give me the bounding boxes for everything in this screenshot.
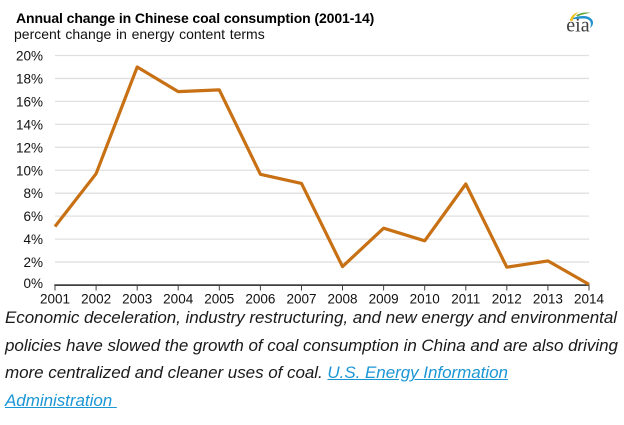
svg-text:4%: 4% xyxy=(23,232,43,247)
svg-text:10%: 10% xyxy=(16,163,43,178)
svg-text:12%: 12% xyxy=(16,140,43,155)
svg-text:2003: 2003 xyxy=(122,292,152,306)
svg-text:2011: 2011 xyxy=(451,292,480,306)
svg-text:2009: 2009 xyxy=(369,292,399,306)
svg-text:6%: 6% xyxy=(23,209,43,224)
svg-text:14%: 14% xyxy=(16,117,43,132)
svg-text:2012: 2012 xyxy=(492,292,522,306)
svg-text:2004: 2004 xyxy=(163,292,194,306)
svg-text:18%: 18% xyxy=(16,71,43,86)
svg-text:2010: 2010 xyxy=(410,292,440,306)
svg-text:2008: 2008 xyxy=(327,292,357,306)
svg-text:2%: 2% xyxy=(23,255,43,270)
svg-text:2005: 2005 xyxy=(204,292,234,306)
svg-text:2007: 2007 xyxy=(286,292,316,306)
svg-text:20%: 20% xyxy=(16,49,43,64)
svg-text:16%: 16% xyxy=(16,94,43,109)
svg-text:8%: 8% xyxy=(23,186,43,201)
svg-text:0%: 0% xyxy=(23,276,43,291)
svg-text:2013: 2013 xyxy=(533,292,563,306)
svg-text:2006: 2006 xyxy=(245,292,275,306)
svg-text:2002: 2002 xyxy=(81,292,111,306)
svg-text:2014: 2014 xyxy=(574,292,605,306)
svg-text:eia: eia xyxy=(566,15,589,37)
svg-text:2001: 2001 xyxy=(40,292,70,306)
